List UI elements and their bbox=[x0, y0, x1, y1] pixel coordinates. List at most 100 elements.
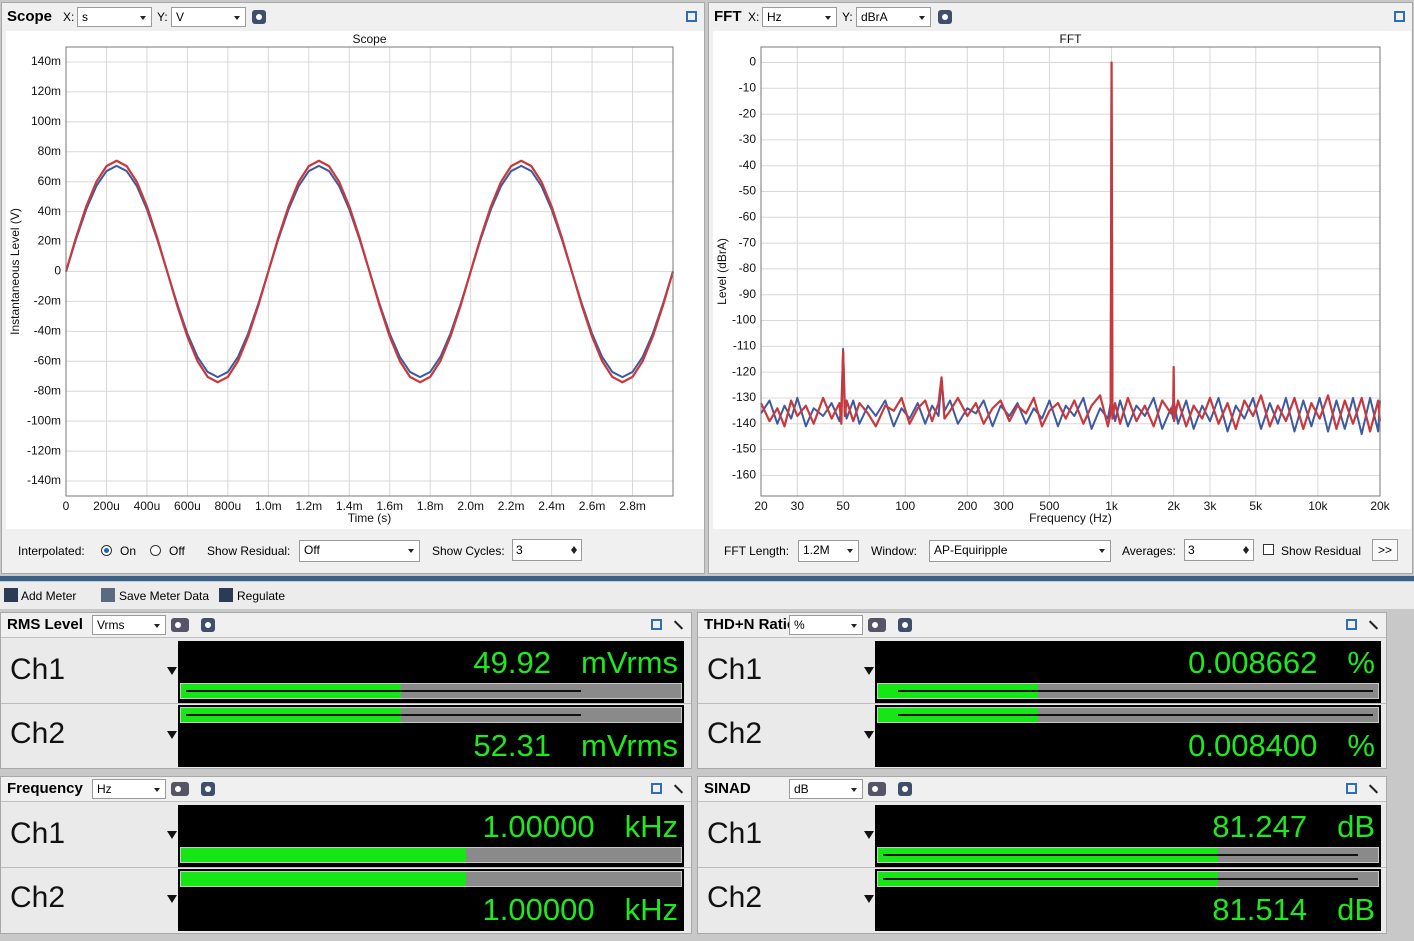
channel-name: Ch1 bbox=[10, 817, 66, 850]
radio-off-label: Off bbox=[169, 544, 185, 558]
close-button[interactable] bbox=[1368, 784, 1379, 794]
settings-button[interactable] bbox=[938, 10, 952, 24]
channel-menu[interactable] bbox=[167, 667, 177, 680]
level-bar bbox=[877, 707, 1379, 723]
reading-unit: % bbox=[1347, 728, 1375, 763]
channel-menu[interactable] bbox=[864, 731, 874, 744]
channel-row: Ch1 49.92 mVrms bbox=[1, 640, 691, 704]
close-button[interactable] bbox=[1368, 620, 1379, 630]
channel-menu[interactable] bbox=[864, 667, 874, 680]
toolbar: Add Meter Save Meter Data Regulate bbox=[0, 582, 1414, 609]
save-meter-button[interactable]: Save Meter Data bbox=[119, 589, 210, 603]
meter-header: Frequency Hz bbox=[1, 777, 691, 802]
reading-value: 1.00000 bbox=[482, 892, 595, 927]
reading-unit: dB bbox=[1337, 892, 1375, 927]
meter-display: 0.008400% bbox=[875, 705, 1381, 767]
panel-title: Scope bbox=[7, 8, 53, 25]
meter-header: THD+N Ratio% bbox=[698, 613, 1386, 638]
unit-select[interactable]: dB bbox=[789, 779, 863, 799]
unit-select[interactable]: % bbox=[789, 615, 863, 635]
channel-name: Ch2 bbox=[707, 717, 763, 750]
radio-on-label: On bbox=[120, 544, 137, 558]
popout-button[interactable] bbox=[651, 783, 662, 794]
meter-title: SINAD bbox=[704, 780, 751, 797]
show-cycles-label: Show Cycles: bbox=[432, 544, 505, 558]
reading: 81.514 dB bbox=[875, 890, 1375, 930]
settings-button[interactable] bbox=[252, 10, 266, 24]
scope-panel: Scope X: s Y: V Interpolated: On Off Sho… bbox=[1, 2, 705, 574]
channel-menu[interactable] bbox=[167, 831, 177, 844]
close-button[interactable] bbox=[673, 784, 684, 794]
graph-button[interactable] bbox=[171, 618, 189, 632]
reading: 52.31 mVrms bbox=[178, 726, 678, 766]
meter-title: RMS Level bbox=[7, 616, 83, 633]
channel-row: Ch2 52.31 mVrms bbox=[1, 704, 691, 767]
popout-button[interactable] bbox=[651, 619, 662, 630]
averages-label: Averages: bbox=[1122, 544, 1176, 558]
x-unit-select[interactable]: Hz bbox=[762, 7, 837, 27]
reading: 49.92 mVrms bbox=[178, 643, 678, 683]
fft-length-label: FFT Length: bbox=[724, 544, 790, 558]
radio-off[interactable] bbox=[150, 545, 161, 556]
level-bar bbox=[180, 871, 682, 887]
reading: 0.008400% bbox=[875, 726, 1375, 766]
popout-button[interactable] bbox=[1346, 783, 1357, 794]
settings-button[interactable] bbox=[898, 618, 912, 632]
popout-button[interactable] bbox=[1346, 619, 1357, 630]
unit-select[interactable]: Hz bbox=[92, 779, 166, 799]
channel-row: Ch2 81.514 dB bbox=[698, 868, 1386, 931]
reading-unit: mVrms bbox=[581, 645, 678, 680]
meter-header: SINAD dB bbox=[698, 777, 1386, 802]
meter-display: 81.247 dB bbox=[875, 805, 1381, 867]
x-unit-select[interactable]: s bbox=[77, 7, 152, 27]
level-fill bbox=[181, 848, 466, 862]
meter-display: 1.00000 kHz bbox=[178, 805, 684, 867]
reading-unit: dB bbox=[1337, 809, 1375, 844]
level-bar bbox=[180, 707, 682, 723]
channel-row: Ch2 1.00000 kHz bbox=[1, 868, 691, 931]
channel-name: Ch2 bbox=[10, 881, 66, 914]
close-button[interactable] bbox=[673, 620, 684, 630]
reading: 0.008662% bbox=[875, 643, 1375, 683]
meter-display: 0.008662% bbox=[875, 641, 1381, 703]
add-meter-button[interactable]: Add Meter bbox=[21, 589, 77, 603]
channel-menu[interactable] bbox=[864, 831, 874, 844]
unit-select[interactable]: Vrms bbox=[92, 615, 166, 635]
graph-button[interactable] bbox=[171, 782, 189, 796]
graph-button[interactable] bbox=[868, 618, 886, 632]
window-select[interactable]: AP-Equiripple bbox=[929, 540, 1111, 562]
reading: 1.00000 kHz bbox=[178, 807, 678, 847]
reading-value: 81.247 bbox=[1212, 809, 1308, 844]
popout-button[interactable] bbox=[1394, 11, 1405, 22]
averages-input[interactable]: 3 bbox=[1184, 539, 1254, 561]
settings-button[interactable] bbox=[201, 618, 215, 632]
channel-menu[interactable] bbox=[167, 731, 177, 744]
radio-on[interactable] bbox=[101, 545, 112, 556]
reading-value: 0.008400 bbox=[1188, 728, 1318, 763]
splitter[interactable] bbox=[0, 576, 1414, 581]
channel-name: Ch1 bbox=[707, 653, 763, 686]
save-icon bbox=[101, 588, 115, 602]
level-bar bbox=[877, 683, 1379, 699]
residual-select[interactable]: Off bbox=[299, 540, 420, 562]
graph-button[interactable] bbox=[868, 782, 886, 796]
popout-button[interactable] bbox=[686, 11, 697, 22]
level-bar bbox=[877, 871, 1379, 887]
level-marker bbox=[883, 878, 1358, 880]
regulate-button[interactable]: Regulate bbox=[237, 589, 286, 603]
channel-menu[interactable] bbox=[864, 895, 874, 908]
settings-button[interactable] bbox=[201, 782, 215, 796]
level-marker bbox=[898, 714, 1373, 716]
residual-checkbox[interactable] bbox=[1263, 544, 1274, 555]
meter-panel: THD+N Ratio% Ch1 0.008662% Ch2 0.008400% bbox=[697, 612, 1387, 769]
more-button[interactable]: >> bbox=[1372, 539, 1398, 561]
reading-value: 81.514 bbox=[1212, 892, 1308, 927]
y-unit-select[interactable]: V bbox=[171, 7, 246, 27]
regulate-icon bbox=[219, 588, 233, 602]
channel-menu[interactable] bbox=[167, 895, 177, 908]
meter-display: 52.31 mVrms bbox=[178, 705, 684, 767]
y-unit-select[interactable]: dBrA bbox=[856, 7, 931, 27]
cycles-input[interactable]: 3 bbox=[512, 539, 582, 561]
settings-button[interactable] bbox=[898, 782, 912, 796]
fft-length-select[interactable]: 1.2M bbox=[798, 540, 859, 562]
